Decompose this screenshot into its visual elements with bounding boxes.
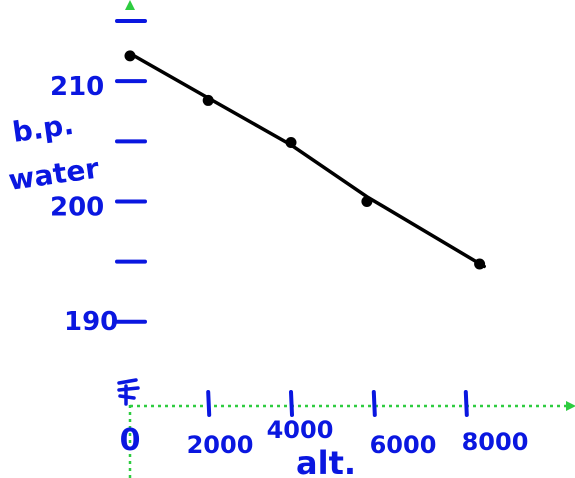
y-axis-label-line-2: water: [6, 152, 101, 197]
y-tick-label-200: 200: [50, 192, 104, 222]
x-tick-labels: 0 2000 4000 6000 8000: [120, 416, 529, 459]
x-tick-label-0: 0: [120, 423, 141, 458]
x-tick-label-8000: 8000: [462, 428, 529, 456]
fit-line: [128, 51, 486, 269]
y-tick-labels: 210 200 190: [50, 72, 118, 337]
x-tick-4: [463, 390, 469, 417]
points-group: [124, 50, 486, 270]
data-point-1: [124, 50, 136, 62]
y-tick-label-210: 210: [50, 72, 104, 102]
data-point-5: [474, 258, 486, 270]
y-tick-label-190: 190: [64, 307, 118, 337]
x-axis-label: alt.: [296, 444, 356, 478]
data-point-3: [285, 137, 297, 149]
y-ticks: [115, 19, 147, 406]
x-tick-label-4000: 4000: [267, 416, 334, 444]
x-tick-1: [206, 390, 212, 417]
y-axis-break-mark: [117, 378, 140, 406]
y-axis-label-line-1: b.p.: [10, 108, 75, 149]
y-axis-arrow-icon: [125, 0, 135, 10]
x-axis-arrow-icon: [566, 401, 575, 411]
x-tick-3: [371, 390, 377, 417]
fit-line-group: [128, 51, 486, 269]
x-tick-label-6000: 6000: [370, 431, 437, 459]
axes: [125, 0, 575, 478]
data-point-4: [361, 195, 373, 207]
x-ticks: [206, 390, 469, 417]
x-tick-2: [289, 390, 294, 417]
data-point-2: [202, 94, 214, 106]
x-tick-label-2000: 2000: [187, 431, 254, 459]
